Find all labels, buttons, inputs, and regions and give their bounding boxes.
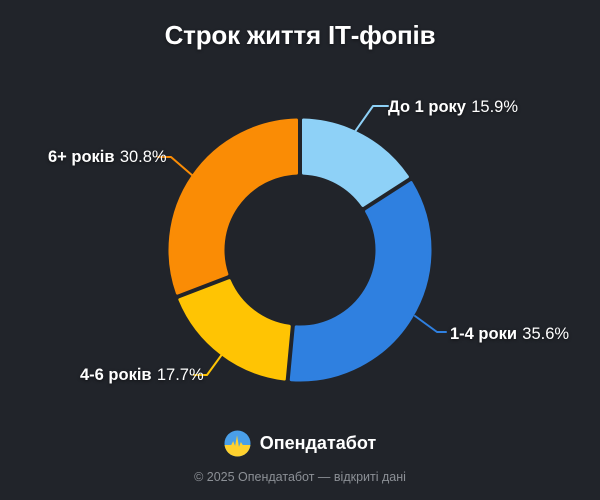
donut-segment-2 xyxy=(178,279,291,381)
segment-value: 15.9% xyxy=(471,98,519,116)
leader-line-6plus-years xyxy=(157,156,194,177)
segment-label-6plus-years: 6+ років 30.8% xyxy=(48,146,167,168)
segment-value: 35.6% xyxy=(522,325,570,343)
leader-line-1-4-years xyxy=(414,315,447,333)
copyright-text: © 2025 Опендатабот — відкриті дані xyxy=(194,470,406,484)
segment-value: 17.7% xyxy=(156,366,204,384)
segment-name: 6+ років xyxy=(48,148,115,166)
brand-name: Опендатабот xyxy=(259,433,377,453)
segment-label-under-1-year: До 1 року 15.9% xyxy=(388,96,518,118)
donut-segment-1 xyxy=(289,181,432,382)
segment-name: До 1 року xyxy=(388,98,466,116)
donut-segments xyxy=(168,118,432,382)
segment-name: 1-4 роки xyxy=(450,325,517,343)
page-title: Строк життя ІТ-фопів xyxy=(164,20,436,50)
opendatabot-logo-icon xyxy=(224,430,251,457)
segment-label-1-4-years: 1-4 роки 35.6% xyxy=(450,323,569,345)
leader-line-under-1-year xyxy=(353,105,389,134)
donut-segment-0 xyxy=(302,118,409,207)
segment-label-4-6-years: 4-6 років 17.7% xyxy=(80,364,204,386)
leader-line-4-6-years xyxy=(193,352,224,376)
donut-segment-3 xyxy=(168,118,298,295)
brand-footer: Опендатабот xyxy=(0,430,600,457)
segment-name: 4-6 років xyxy=(80,366,152,384)
segment-value: 30.8% xyxy=(119,148,167,166)
